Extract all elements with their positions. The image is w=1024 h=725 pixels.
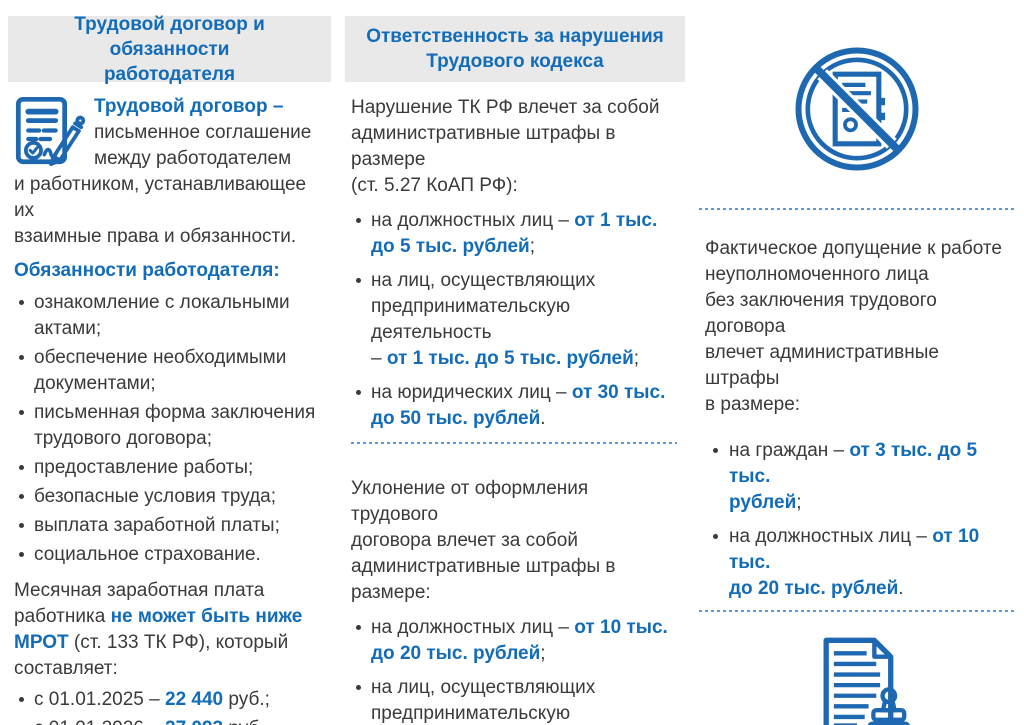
list-item: на должностных лиц – от 10 тыс. до 20 ты… <box>351 615 677 667</box>
list-item: письменная форма заключения трудового до… <box>14 400 323 452</box>
body-text: письменная форма заключения трудового до… <box>34 402 316 449</box>
body-text: выплата заработной платы; <box>34 515 280 536</box>
body-text: ознакомление с локальными актами; <box>34 292 290 339</box>
list-item: на лиц, осуществляющих предпринимательск… <box>351 268 677 372</box>
admission-fines-list: на граждан – от 3 тыс. до 5 тыс. рублей;… <box>705 438 1007 602</box>
body-text: обеспечение необходимыми документами; <box>34 347 287 394</box>
evasion-fines-list: на должностных лиц – от 10 тыс. до 20 ты… <box>351 615 677 725</box>
list-item: на граждан – от 3 тыс. до 5 тыс. рублей; <box>705 438 1007 516</box>
body-text: письменное соглашение между работодателе… <box>14 122 312 247</box>
unauthorized-admission-paragraph: Фактическое допущение к работе неуполном… <box>705 236 1007 418</box>
dotted-divider <box>351 442 677 444</box>
column2-content: Нарушение ТК РФ влечет за собой админист… <box>345 95 685 725</box>
violation-fines-list: на должностных лиц – от 1 тыс. до 5 тыс.… <box>351 208 677 432</box>
emphasis-text: от 30 тыс. до 50 тыс. рублей <box>371 382 666 429</box>
emphasis-text: 22 440 <box>165 689 224 710</box>
list-item: на должностных лиц – от 10 тыс. до 20 ты… <box>705 524 1007 602</box>
mrot-list: с 01.01.2025 – 22 440 руб.; с 01.01.2026 … <box>14 687 323 725</box>
dotted-divider <box>699 610 1015 612</box>
column-unauthorized-admission: Фактическое допущение к работе неуполном… <box>699 0 1015 725</box>
body-text: руб. <box>223 718 264 725</box>
body-text: на лиц, осуществляющих предпринимательск… <box>371 270 596 369</box>
emphasis-text: 27 093 <box>165 718 223 725</box>
body-text: (ст. 133 ТК РФ), который составляет: <box>14 632 289 679</box>
evasion-fines-paragraph: Уклонение от оформления трудового догово… <box>351 476 677 606</box>
body-text: ; <box>796 492 802 513</box>
list-item: с 01.01.2025 – 22 440 руб.; <box>14 687 323 713</box>
emphasis-text: от 10 тыс. до 20 тыс. рублей <box>729 526 980 599</box>
body-text: руб.; <box>223 689 270 710</box>
no-contract-prohibition-icon <box>792 44 922 174</box>
emphasis-text: от 1 тыс. до 5 тыс. рублей <box>371 210 658 257</box>
body-text: на граждан – <box>729 440 850 461</box>
emphasis-text: Трудовой договор – <box>94 96 284 117</box>
body-text: ; <box>529 236 535 257</box>
body-text: Нарушение ТК РФ влечет за собой админист… <box>351 97 660 196</box>
body-text: на лиц, осуществляющих предпринимательск… <box>371 677 596 724</box>
section-header-contract: Трудовой договор и обязанности работодат… <box>8 14 331 85</box>
body-text: на юридических лиц – <box>371 382 572 403</box>
list-item: выплата заработной платы; <box>14 513 323 539</box>
body-text: с 01.01.2025 – <box>34 689 165 710</box>
list-item: на юридических лиц – от 30 тыс. до 50 ты… <box>351 380 677 432</box>
emphasis-text: от 10 тыс. до 20 тыс. рублей <box>371 617 668 664</box>
violation-fines-paragraph: Нарушение ТК РФ влечет за собой админист… <box>351 95 677 199</box>
list-item: предоставление работы; <box>14 455 323 481</box>
body-text: ; <box>540 643 546 664</box>
body-text: ; <box>633 348 640 369</box>
contract-signing-icon <box>14 96 86 166</box>
body-text: на должностных лиц – <box>729 526 933 547</box>
list-item: ознакомление с локальными актами; <box>14 290 323 342</box>
body-text: социальное страхование. <box>34 544 261 565</box>
stamped-document-people-icon <box>789 636 925 725</box>
section-header-liability: Ответственность за нарушения Трудового к… <box>345 16 685 82</box>
body-text: Месячная заработная плата работника <box>14 580 265 627</box>
body-text: . <box>540 408 546 429</box>
list-item: с 01.01.2026 – 27 093 руб. <box>14 716 323 725</box>
emphasis-text: от 3 тыс. до 5 тыс. рублей <box>729 440 978 513</box>
emphasis-text: не может быть ниже МРОТ <box>14 606 303 653</box>
column-liability: Ответственность за нарушения Трудового к… <box>345 0 685 725</box>
column1-content: Трудовой договор – письменное соглашение… <box>8 94 331 725</box>
obligations-title: Обязанности работодателя: <box>14 260 280 281</box>
column-contract-obligations: Трудовой договор и обязанности работодат… <box>8 0 331 725</box>
dotted-divider <box>699 208 1015 210</box>
body-text: с 01.01.2026 – <box>34 718 165 725</box>
contract-definition-paragraph: Трудовой договор – письменное соглашение… <box>14 94 323 250</box>
list-item: обеспечение необходимыми документами; <box>14 345 323 397</box>
body-text: на должностных лиц – <box>371 210 575 231</box>
body-text: безопасные условия труда; <box>34 486 277 507</box>
body-text: Уклонение от оформления трудового догово… <box>351 478 616 603</box>
list-item: социальное страхование. <box>14 542 323 568</box>
emphasis-text: от 1 тыс. до 5 тыс. рублей <box>386 348 634 369</box>
list-item: безопасные условия труда; <box>14 484 323 510</box>
obligations-list: ознакомление с локальными актами; обеспеч… <box>14 290 323 568</box>
list-item: на лиц, осуществляющих предпринимательск… <box>351 675 677 725</box>
mrot-paragraph: Месячная заработная плата работника не м… <box>14 578 323 682</box>
body-text: . <box>898 578 904 599</box>
body-text: предоставление работы; <box>34 457 254 478</box>
column3-content: Фактическое допущение к работе неуполном… <box>699 236 1015 602</box>
body-text: Фактическое допущение к работе неуполном… <box>705 238 1002 415</box>
list-item: на должностных лиц – от 1 тыс. до 5 тыс.… <box>351 208 677 260</box>
body-text: на должностных лиц – <box>371 617 575 638</box>
